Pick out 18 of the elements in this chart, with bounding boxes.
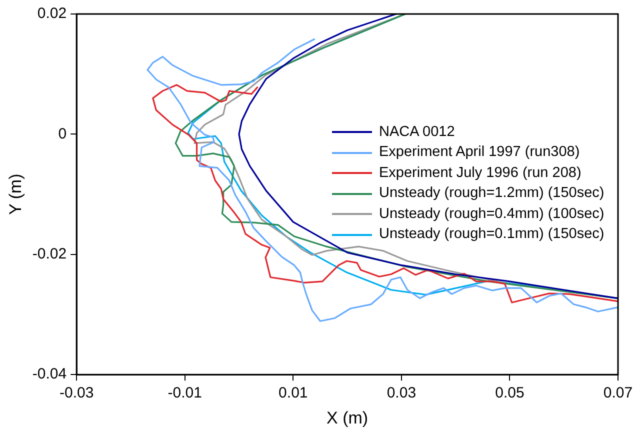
x-tick-label: 0.03 [386, 384, 416, 402]
x-tick-label: -0.01 [168, 384, 202, 402]
x-tick-label: 0.01 [278, 384, 308, 402]
y-tick-label: -0.04 [32, 366, 67, 383]
legend-label: NACA 0012 [379, 122, 455, 142]
y-tick-label: -0.02 [32, 246, 67, 263]
legend-label: Unsteady (rough=1.2mm) (150sec) [379, 184, 604, 204]
x-tick-label: -0.03 [59, 384, 94, 402]
y-tick-label: 0 [58, 125, 67, 142]
legend-label: Unsteady (rough=0.1mm) (150sec) [379, 225, 604, 244]
x-tick-label: 0.07 [603, 384, 633, 402]
y-axis-title: Y (m) [6, 174, 25, 215]
legend-label: Experiment April 1997 (run308) [379, 143, 580, 162]
legend-label: Unsteady (rough=0.4mm) (100sec) [379, 204, 604, 224]
y-tick-label: 0.02 [37, 5, 67, 22]
x-tick-label: 0.05 [495, 384, 524, 402]
x-axis-title: X (m) [326, 408, 368, 428]
legend-label: Experiment July 1996 (run 208) [379, 164, 582, 183]
